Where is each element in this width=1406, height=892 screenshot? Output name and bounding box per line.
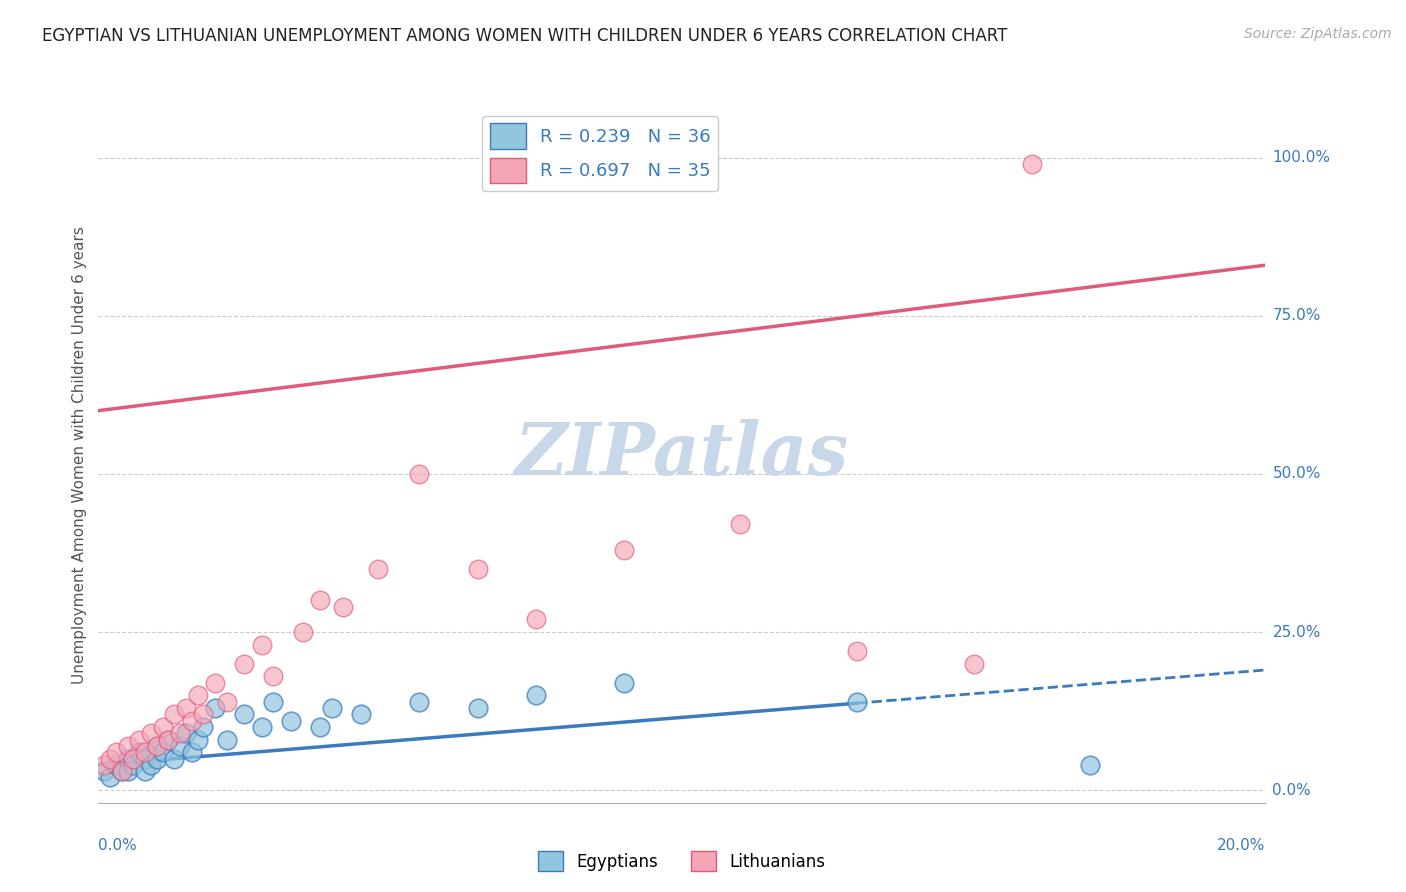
- Point: [332, 599, 354, 614]
- Point: [122, 757, 145, 772]
- Point: [204, 675, 226, 690]
- Point: [169, 739, 191, 753]
- Point: [157, 732, 180, 747]
- Point: [146, 751, 169, 765]
- Point: [262, 669, 284, 683]
- Point: [291, 625, 314, 640]
- Text: ZIPatlas: ZIPatlas: [515, 419, 849, 491]
- Text: 75.0%: 75.0%: [1272, 309, 1320, 323]
- Point: [467, 562, 489, 576]
- Point: [215, 695, 238, 709]
- Point: [1080, 757, 1102, 772]
- Point: [193, 720, 215, 734]
- Point: [262, 695, 284, 709]
- Point: [104, 757, 127, 772]
- Point: [612, 542, 634, 557]
- Point: [309, 720, 332, 734]
- Point: [163, 751, 186, 765]
- Point: [1021, 157, 1043, 171]
- Point: [146, 739, 169, 753]
- Point: [163, 707, 186, 722]
- Text: 100.0%: 100.0%: [1272, 150, 1330, 165]
- Text: 50.0%: 50.0%: [1272, 467, 1320, 482]
- Point: [104, 745, 127, 759]
- Point: [408, 695, 430, 709]
- Text: 25.0%: 25.0%: [1272, 624, 1320, 640]
- Point: [187, 688, 209, 702]
- Point: [111, 764, 134, 779]
- Point: [233, 707, 256, 722]
- Point: [152, 720, 174, 734]
- Point: [122, 751, 145, 765]
- Point: [174, 701, 197, 715]
- Point: [250, 638, 273, 652]
- Point: [93, 757, 115, 772]
- Point: [180, 745, 202, 759]
- Point: [728, 517, 751, 532]
- Point: [98, 751, 121, 765]
- Text: 0.0%: 0.0%: [1272, 782, 1312, 797]
- Point: [134, 751, 156, 765]
- Y-axis label: Unemployment Among Women with Children Under 6 years: Unemployment Among Women with Children U…: [72, 226, 87, 684]
- Point: [111, 764, 134, 779]
- Point: [612, 675, 634, 690]
- Point: [250, 720, 273, 734]
- Point: [350, 707, 373, 722]
- Point: [139, 757, 162, 772]
- Point: [233, 657, 256, 671]
- Point: [146, 739, 169, 753]
- Point: [134, 764, 156, 779]
- Point: [524, 612, 547, 626]
- Point: [98, 771, 121, 785]
- Point: [117, 764, 139, 779]
- Point: [467, 701, 489, 715]
- Point: [215, 732, 238, 747]
- Point: [152, 745, 174, 759]
- Point: [134, 745, 156, 759]
- Text: Source: ZipAtlas.com: Source: ZipAtlas.com: [1244, 27, 1392, 41]
- Point: [117, 739, 139, 753]
- Point: [128, 732, 150, 747]
- Point: [204, 701, 226, 715]
- Point: [128, 745, 150, 759]
- Text: 20.0%: 20.0%: [1218, 838, 1265, 854]
- Point: [845, 695, 868, 709]
- Point: [180, 714, 202, 728]
- Point: [117, 751, 139, 765]
- Point: [309, 593, 332, 607]
- Text: 0.0%: 0.0%: [98, 838, 138, 854]
- Point: [139, 726, 162, 740]
- Text: EGYPTIAN VS LITHUANIAN UNEMPLOYMENT AMONG WOMEN WITH CHILDREN UNDER 6 YEARS CORR: EGYPTIAN VS LITHUANIAN UNEMPLOYMENT AMON…: [42, 27, 1008, 45]
- Point: [367, 562, 389, 576]
- Point: [280, 714, 302, 728]
- Legend: R = 0.239   N = 36, R = 0.697   N = 35: R = 0.239 N = 36, R = 0.697 N = 35: [482, 116, 718, 191]
- Point: [193, 707, 215, 722]
- Point: [321, 701, 343, 715]
- Point: [524, 688, 547, 702]
- Point: [187, 732, 209, 747]
- Point: [157, 732, 180, 747]
- Point: [845, 644, 868, 658]
- Point: [169, 726, 191, 740]
- Point: [962, 657, 984, 671]
- Point: [93, 764, 115, 779]
- Point: [174, 726, 197, 740]
- Point: [408, 467, 430, 481]
